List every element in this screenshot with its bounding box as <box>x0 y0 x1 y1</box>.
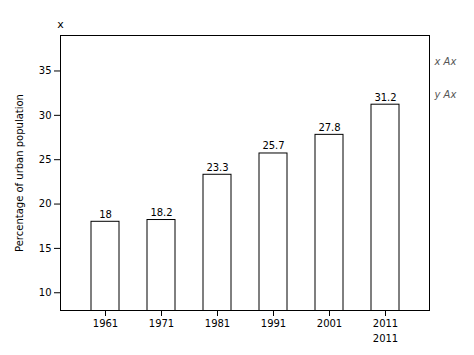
svg-text:y Ax: y Ax <box>434 89 457 100</box>
svg-text:2001: 2001 <box>317 318 342 329</box>
svg-text:25: 25 <box>39 154 52 165</box>
svg-text:31.2: 31.2 <box>374 92 396 103</box>
svg-text:25.7: 25.7 <box>262 140 284 151</box>
svg-text:Percentage of urban population: Percentage of urban population <box>14 94 25 252</box>
svg-text:23.3: 23.3 <box>206 162 228 173</box>
svg-text:35: 35 <box>39 65 52 76</box>
svg-text:15: 15 <box>39 243 52 254</box>
svg-text:1971: 1971 <box>149 318 174 329</box>
svg-text:2011: 2011 <box>373 333 398 344</box>
svg-text:18: 18 <box>99 209 112 220</box>
svg-text:18.2: 18.2 <box>150 207 172 218</box>
svg-text:x Ax: x Ax <box>434 56 457 67</box>
svg-text:2011: 2011 <box>373 318 398 329</box>
svg-text:1981: 1981 <box>205 318 230 329</box>
svg-text:20: 20 <box>39 198 52 209</box>
svg-text:27.8: 27.8 <box>318 122 340 133</box>
svg-text:1991: 1991 <box>261 318 286 329</box>
svg-text:10: 10 <box>39 287 52 298</box>
svg-text:30: 30 <box>39 110 52 121</box>
svg-text:x: x <box>57 18 64 31</box>
svg-text:1961: 1961 <box>93 318 118 329</box>
